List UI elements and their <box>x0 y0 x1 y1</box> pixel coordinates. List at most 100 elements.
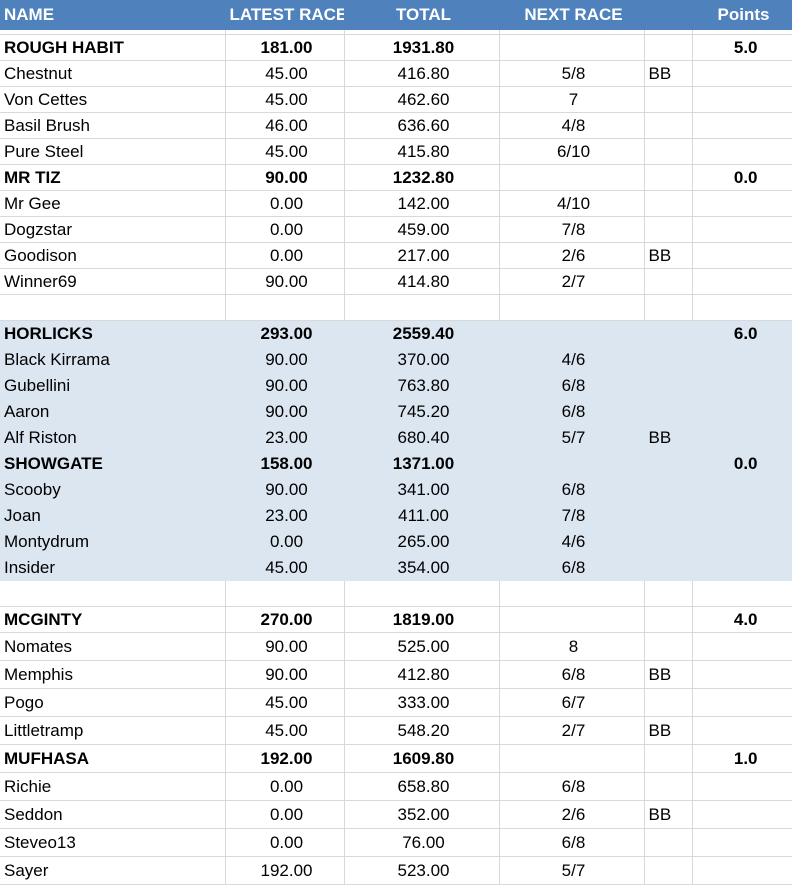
player-bb-cell: BB <box>644 716 693 745</box>
player-name-cell: Goodison <box>0 242 226 269</box>
player-row: Alf Riston 23.00 680.40 5/7 BB <box>0 424 792 451</box>
team-bb-cell <box>644 450 693 477</box>
player-bb-cell <box>644 580 693 607</box>
player-total-cell: 416.80 <box>344 60 500 87</box>
player-next-cell: 6/8 <box>499 828 645 857</box>
player-latest-cell: 90.00 <box>225 660 345 689</box>
player-bb-cell <box>644 632 693 661</box>
player-row: Basil Brush 46.00 636.60 4/8 <box>0 112 792 139</box>
team-points-cell: 1.0 <box>692 744 792 773</box>
player-next-cell: 2/6 <box>499 800 645 829</box>
player-latest-cell: 192.00 <box>225 856 345 885</box>
player-bb-cell <box>644 29 693 35</box>
player-points-cell <box>692 138 792 165</box>
player-points-cell <box>692 688 792 717</box>
player-total-cell: 459.00 <box>344 216 500 243</box>
player-next-cell: 5/7 <box>499 424 645 451</box>
player-latest-cell: 46.00 <box>225 112 345 139</box>
team-total-cell: 1819.00 <box>344 606 500 633</box>
player-points-cell <box>692 424 792 451</box>
player-next-cell: 2/6 <box>499 242 645 269</box>
header-latest-race: LATEST RACE <box>225 0 345 30</box>
team-row: HORLICKS 293.00 2559.40 6.0 <box>0 320 792 347</box>
player-bb-cell <box>644 528 693 555</box>
player-row: Aaron 90.00 745.20 6/8 <box>0 398 792 425</box>
player-latest-cell: 90.00 <box>225 398 345 425</box>
player-name-cell <box>0 294 226 321</box>
player-name-cell: Aaron <box>0 398 226 425</box>
team-bb-cell <box>644 34 693 61</box>
player-bb-cell <box>644 190 693 217</box>
player-latest-cell: 23.00 <box>225 424 345 451</box>
player-next-cell: 6/7 <box>499 688 645 717</box>
team-latest-cell: 90.00 <box>225 164 345 191</box>
player-name-cell: Gubellini <box>0 372 226 399</box>
player-latest-cell <box>225 29 345 35</box>
player-bb-cell <box>644 268 693 295</box>
player-name-cell: Basil Brush <box>0 112 226 139</box>
player-bb-cell: BB <box>644 660 693 689</box>
player-bb-cell <box>644 294 693 321</box>
player-bb-cell: BB <box>644 424 693 451</box>
player-row: Scooby 90.00 341.00 6/8 <box>0 476 792 503</box>
player-bb-cell <box>644 372 693 399</box>
player-points-cell <box>692 716 792 745</box>
player-next-cell: 6/8 <box>499 554 645 581</box>
team-next-cell <box>499 320 645 347</box>
player-name-cell: Montydrum <box>0 528 226 555</box>
player-row: Nomates 90.00 525.00 8 <box>0 632 792 661</box>
team-name-cell: SHOWGATE <box>0 450 226 477</box>
team-points-cell: 6.0 <box>692 320 792 347</box>
player-latest-cell: 90.00 <box>225 372 345 399</box>
player-name-cell: Chestnut <box>0 60 226 87</box>
player-points-cell <box>692 632 792 661</box>
player-name-cell: Mr Gee <box>0 190 226 217</box>
player-points-cell <box>692 554 792 581</box>
player-latest-cell: 0.00 <box>225 242 345 269</box>
player-latest-cell: 0.00 <box>225 216 345 243</box>
player-points-cell <box>692 398 792 425</box>
player-total-cell: 763.80 <box>344 372 500 399</box>
team-row: MCGINTY 270.00 1819.00 4.0 <box>0 606 792 633</box>
player-name-cell: Seddon <box>0 800 226 829</box>
player-points-cell <box>692 800 792 829</box>
player-points-cell <box>692 476 792 503</box>
player-name-cell: Scooby <box>0 476 226 503</box>
player-row: Insider 45.00 354.00 6/8 <box>0 554 792 581</box>
player-points-cell <box>692 772 792 801</box>
spacer-row <box>0 294 792 321</box>
player-bb-cell <box>644 502 693 529</box>
player-latest-cell: 90.00 <box>225 268 345 295</box>
team-total-cell: 1931.80 <box>344 34 500 61</box>
player-row: Montydrum 0.00 265.00 4/6 <box>0 528 792 555</box>
header-points: Points <box>692 0 792 30</box>
player-points-cell <box>692 60 792 87</box>
player-name-cell: Alf Riston <box>0 424 226 451</box>
player-total-cell: 680.40 <box>344 424 500 451</box>
team-next-cell <box>499 744 645 773</box>
team-next-cell <box>499 164 645 191</box>
player-name-cell <box>0 29 226 35</box>
player-latest-cell: 0.00 <box>225 772 345 801</box>
player-next-cell: 2/7 <box>499 268 645 295</box>
player-total-cell <box>344 29 500 35</box>
player-total-cell: 415.80 <box>344 138 500 165</box>
player-bb-cell <box>644 346 693 373</box>
team-total-cell: 1232.80 <box>344 164 500 191</box>
player-points-cell <box>692 856 792 885</box>
player-name-cell <box>0 580 226 607</box>
player-latest-cell: 45.00 <box>225 138 345 165</box>
player-points-cell <box>692 828 792 857</box>
player-bb-cell <box>644 476 693 503</box>
team-row: MR TIZ 90.00 1232.80 0.0 <box>0 164 792 191</box>
table-body: ROUGH HABIT 181.00 1931.80 5.0 Chestnut 45.00… <box>0 29 792 885</box>
player-latest-cell: 0.00 <box>225 800 345 829</box>
player-total-cell: 354.00 <box>344 554 500 581</box>
player-latest-cell: 45.00 <box>225 554 345 581</box>
player-name-cell: Memphis <box>0 660 226 689</box>
player-next-cell <box>499 580 645 607</box>
player-bb-cell <box>644 856 693 885</box>
player-latest-cell: 90.00 <box>225 346 345 373</box>
team-latest-cell: 270.00 <box>225 606 345 633</box>
